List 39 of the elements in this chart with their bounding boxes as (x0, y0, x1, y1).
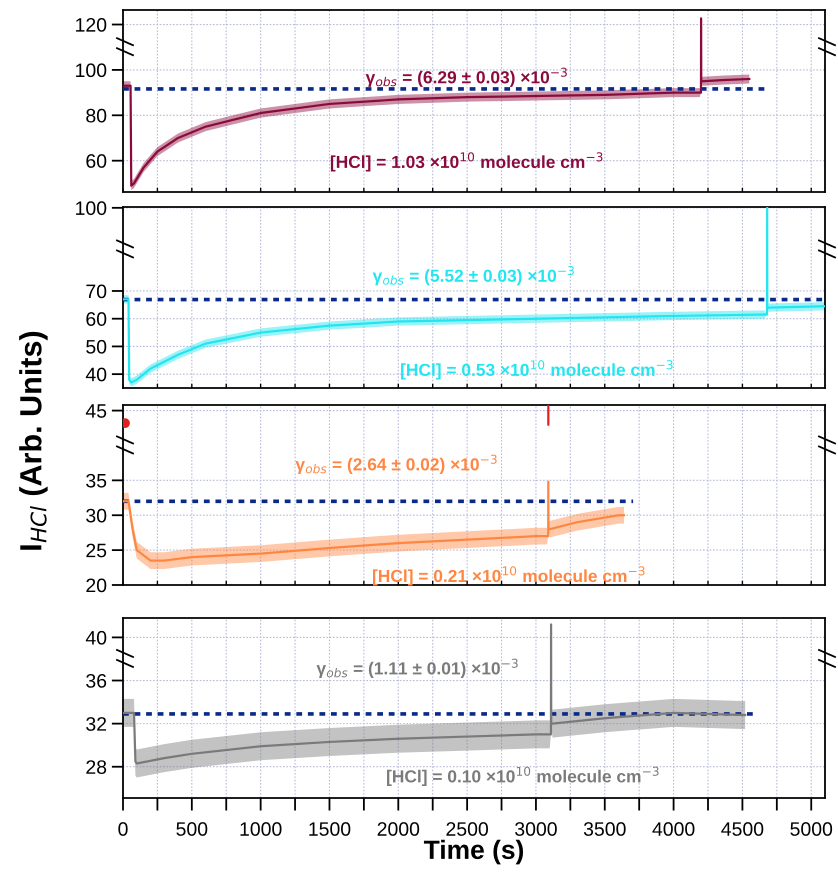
x-tick-label: 4000 (652, 822, 694, 836)
x-tick-label: 3000 (515, 822, 557, 836)
x-tick-label: 4500 (721, 822, 764, 836)
annotation: [HCl] = 0.53 ×10$^{10}$ molecule cm$^{−3}$ (401, 360, 673, 380)
y-tick-label: 30 (86, 508, 106, 522)
annotation: γ$_{obs}$ = (6.29 ± 0.03) ×10$^{−3}$ (366, 68, 567, 87)
y-tick-label: 25 (86, 544, 106, 558)
y-tick-label: 70 (86, 284, 106, 298)
x-tick-label: 2000 (378, 822, 420, 836)
y-tick-label: 100 (76, 201, 106, 216)
x-tick-label: 3500 (584, 822, 626, 836)
x-axis-title: Time (s) (424, 840, 524, 864)
y-tick-label: 32 (86, 717, 106, 731)
x-tick-label: 2500 (446, 822, 488, 836)
y-tick-label: 50 (86, 340, 106, 354)
y-axis-title: I$_{HCl}$ (Arb. Units) (19, 332, 48, 550)
x-tick-label: 5000 (790, 822, 832, 836)
y-tick-label: 35 (86, 474, 106, 488)
annotation: [HCl] = 0.21 ×10$^{10}$ molecule cm$^{−3}$ (373, 566, 645, 586)
y-tick-label: 36 (86, 674, 106, 688)
annotation: [HCl] = 1.03 ×10$^{10}$ molecule cm$^{−3}$ (330, 152, 602, 172)
y-tick-label: 40 (86, 368, 106, 382)
y-tick-label: 40 (86, 630, 106, 645)
y-tick-label: 120 (76, 18, 106, 32)
y-tick-label: 45 (86, 404, 106, 418)
annotation: [HCl] = 0.10 ×10$^{10}$ molecule cm$^{−3}$ (387, 766, 659, 786)
y-tick-label: 60 (86, 312, 106, 326)
y-tick-label: 100 (76, 63, 106, 78)
y-tick-label: 28 (86, 760, 106, 774)
x-tick-label: 1000 (240, 822, 282, 836)
y-tick-label: 20 (86, 578, 106, 592)
y-tick-label: 80 (86, 108, 106, 123)
x-tick-label: 1500 (309, 822, 350, 836)
annotation: γ$_{obs}$ = (1.11 ± 0.01) ×10$^{−3}$ (316, 658, 518, 678)
x-tick-label: 500 (176, 822, 208, 836)
y-tick-label: 60 (86, 154, 106, 168)
annotation: γ$_{obs}$ = (5.52 ± 0.03) ×10$^{−3}$ (372, 266, 574, 286)
x-tick-label: 0 (118, 822, 128, 836)
annotation: γ$_{obs}$ = (2.64 ± 0.02) ×10$^{−3}$ (295, 454, 497, 474)
